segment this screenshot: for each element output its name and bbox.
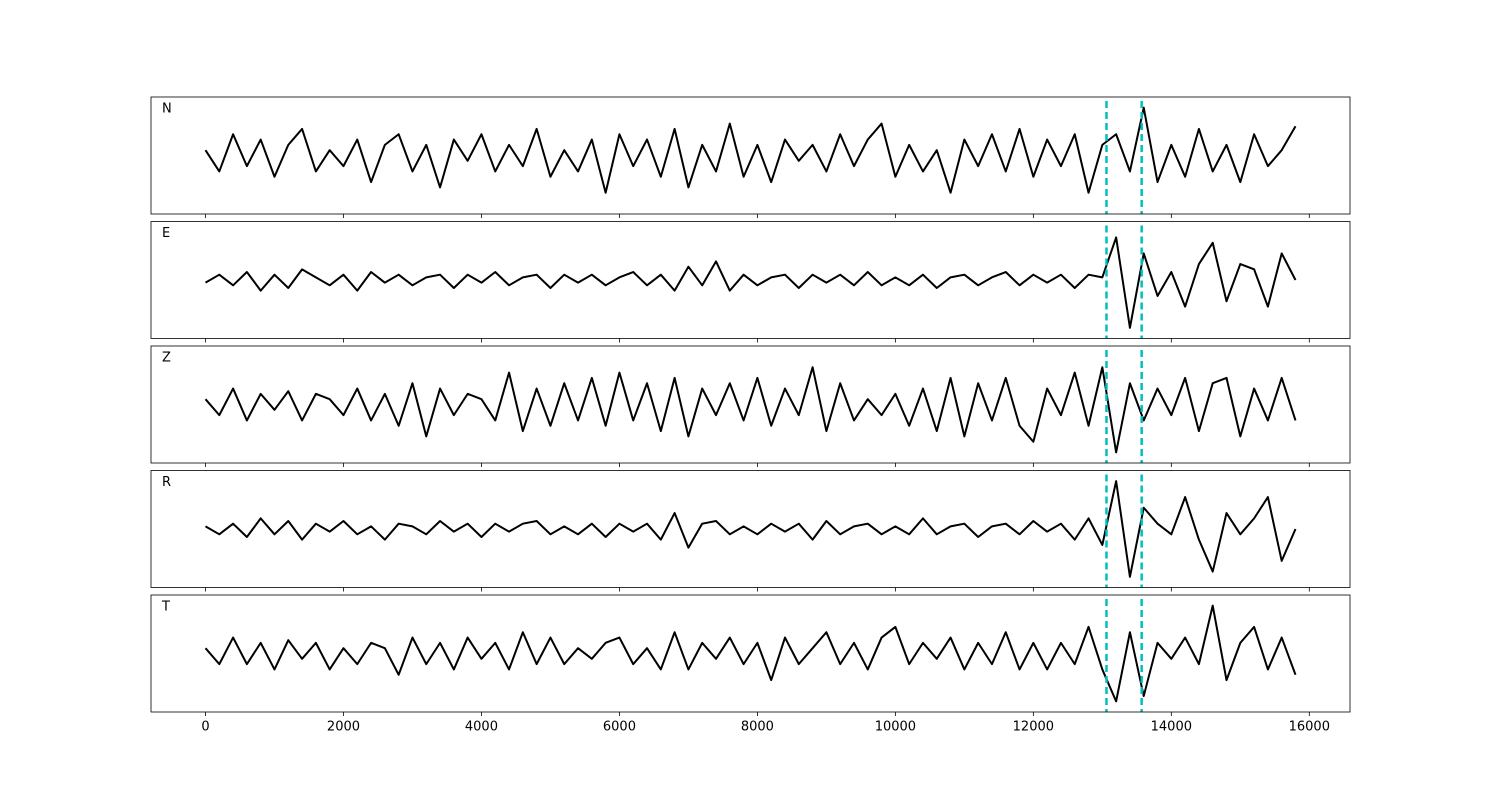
x-tick-label: 10000 <box>875 720 916 735</box>
panel-label: R <box>162 475 171 490</box>
panel-label: T <box>161 600 170 615</box>
x-tick-label: 12000 <box>1013 720 1054 735</box>
panel-label: N <box>162 102 172 117</box>
x-tick-label: 0 <box>201 720 209 735</box>
trace <box>204 366 1297 454</box>
panel-frame <box>150 221 1351 339</box>
panel-frame <box>150 594 1351 713</box>
x-tick-label: 16000 <box>1289 720 1330 735</box>
x-tick-label: 8000 <box>741 720 774 735</box>
x-tick-label: 4000 <box>465 720 498 735</box>
trace <box>204 236 1297 329</box>
panel-label: Z <box>162 351 171 366</box>
x-tick-label: 6000 <box>603 720 636 735</box>
trace <box>204 106 1297 194</box>
panel-frame <box>150 470 1351 588</box>
panel-label: E <box>162 226 170 241</box>
trace <box>204 604 1297 703</box>
panel-frame <box>150 345 1351 464</box>
x-tick-label: 14000 <box>1151 720 1192 735</box>
trace <box>204 480 1297 578</box>
x-tick-label: 2000 <box>327 720 360 735</box>
panel-frame <box>150 96 1351 215</box>
